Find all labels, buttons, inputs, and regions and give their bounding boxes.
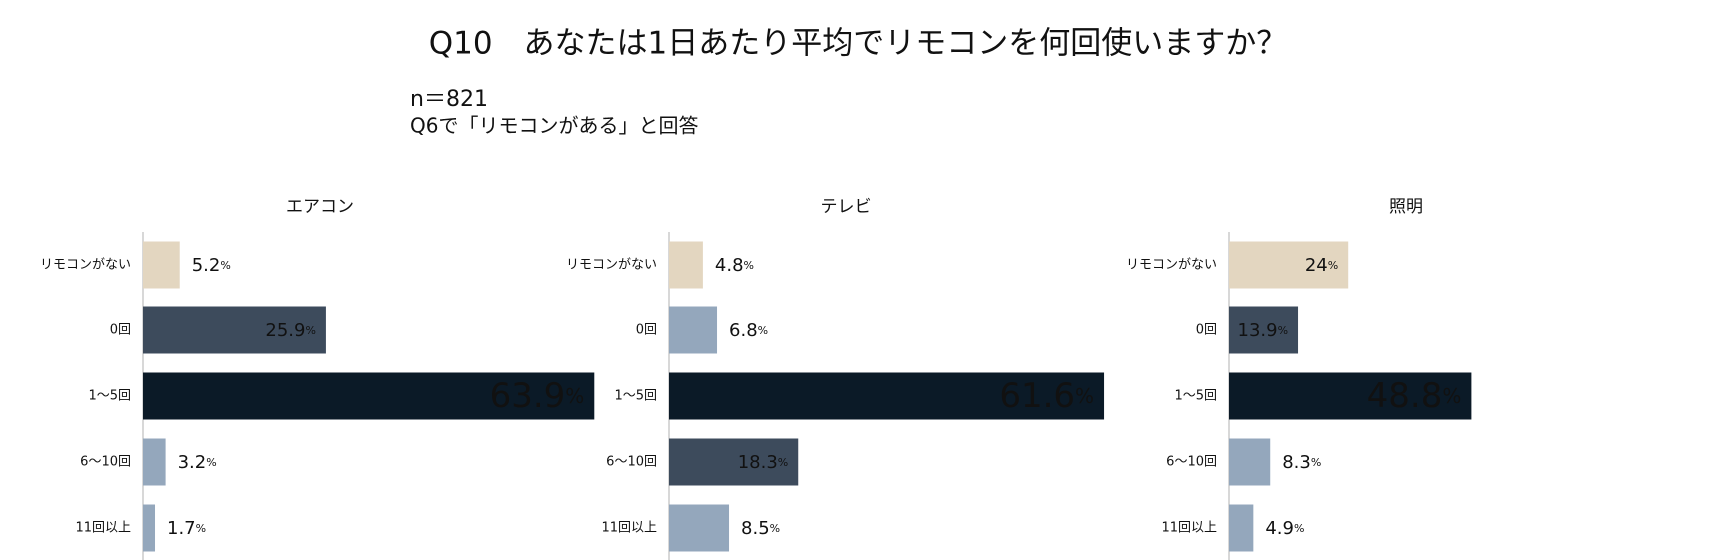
- value-label: 24%: [1305, 255, 1338, 276]
- bar: [1229, 504, 1254, 552]
- value-label: 8.3%: [1282, 452, 1321, 473]
- category-label: 0回: [110, 323, 131, 338]
- bar: [669, 241, 703, 289]
- category-label: 11回以上: [601, 521, 657, 536]
- value-label: 18.3%: [738, 452, 789, 473]
- value-label: 1.7%: [167, 518, 206, 539]
- note: Q6で「リモコンがある」と回答: [410, 114, 698, 138]
- bar: [669, 504, 730, 552]
- bar: [143, 241, 180, 289]
- category-label: 1〜5回: [1174, 389, 1217, 404]
- panel-title: 照明: [1389, 197, 1423, 217]
- category-label: リモコンがない: [40, 258, 131, 273]
- category-label: リモコンがない: [1126, 258, 1217, 273]
- bar: [143, 306, 326, 354]
- category-label: リモコンがない: [566, 258, 657, 273]
- value-label: 13.9%: [1238, 320, 1289, 341]
- value-label: 8.5%: [741, 518, 780, 539]
- bar: [143, 372, 595, 420]
- value-label: 6.8%: [729, 320, 768, 341]
- category-label: 6〜10回: [80, 455, 131, 470]
- bar: [143, 504, 156, 552]
- value-label: 48.8%: [1367, 376, 1462, 416]
- category-label: 0回: [1196, 323, 1217, 338]
- value-label: 63.9%: [490, 376, 585, 416]
- panel-title: エアコン: [286, 197, 354, 217]
- bar: [1229, 241, 1349, 289]
- value-label: 4.8%: [715, 255, 754, 276]
- bar: [669, 306, 718, 354]
- value-label: 5.2%: [192, 255, 231, 276]
- category-label: 11回以上: [1161, 521, 1217, 536]
- bar: [1229, 438, 1271, 486]
- bar: [669, 438, 799, 486]
- category-label: 1〜5回: [614, 389, 657, 404]
- bar: [143, 438, 166, 486]
- category-label: 6〜10回: [1166, 455, 1217, 470]
- bar: [669, 372, 1105, 420]
- bar: [1229, 372, 1472, 420]
- value-label: 3.2%: [178, 452, 217, 473]
- note: n＝821: [410, 87, 488, 112]
- category-label: 6〜10回: [606, 455, 657, 470]
- category-label: 11回以上: [75, 521, 131, 536]
- category-label: 1〜5回: [88, 389, 131, 404]
- category-label: 0回: [636, 323, 657, 338]
- page-title: Q10 あなたは1日あたり平均でリモコンを何回使いますか？: [429, 26, 1288, 62]
- panel-title: テレビ: [821, 197, 872, 217]
- value-label: 4.9%: [1265, 518, 1304, 539]
- value-label: 61.6%: [999, 376, 1094, 416]
- bar: [1229, 306, 1299, 354]
- value-label: 25.9%: [265, 320, 316, 341]
